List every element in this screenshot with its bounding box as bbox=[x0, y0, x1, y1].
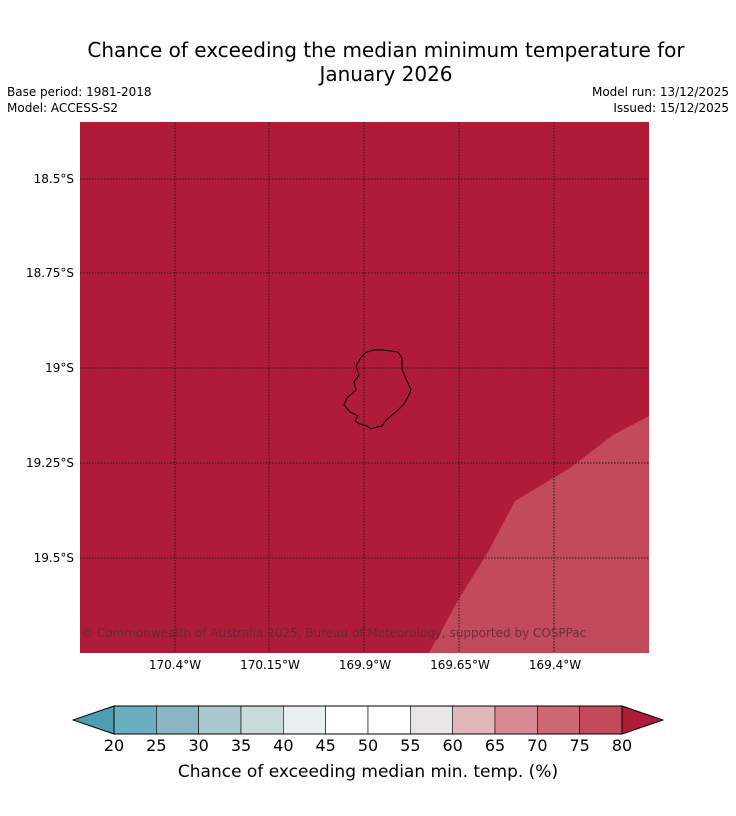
lat-label-5: 19.5°S bbox=[33, 551, 74, 565]
colorbar-label: Chance of exceeding median min. temp. (%… bbox=[177, 762, 559, 782]
colorbar-outline bbox=[113, 705, 623, 735]
colorbar-cell bbox=[537, 705, 580, 735]
probability-75-80-area bbox=[429, 416, 649, 653]
colorbar-cell bbox=[367, 705, 411, 735]
colorbar-cell bbox=[113, 705, 157, 735]
meta-left: Base period: 1981-2018 Model: ACCESS-S2 bbox=[7, 84, 152, 116]
colorbar-cell bbox=[283, 705, 326, 735]
colorbar-tick-label: 45 bbox=[315, 736, 336, 755]
colorbar-cell bbox=[452, 705, 496, 735]
island-coastline bbox=[343, 349, 412, 430]
base-period: Base period: 1981-2018 bbox=[7, 85, 152, 99]
lon-label-4: 169.65°W bbox=[430, 658, 490, 672]
lat-label-3: 19°S bbox=[45, 361, 74, 375]
lon-label-2: 170.15°W bbox=[240, 658, 300, 672]
model-run: Model run: 13/12/2025 bbox=[591, 85, 729, 99]
map-title-line2: January 2026 bbox=[319, 62, 453, 86]
colorbar-tick-label: 75 bbox=[569, 736, 590, 755]
colorbar-cell bbox=[579, 705, 623, 735]
colorbar-cell bbox=[198, 705, 242, 735]
graticule bbox=[80, 122, 649, 653]
colorbar-cell bbox=[410, 705, 453, 735]
map-svg bbox=[80, 122, 649, 653]
lon-label-3: 169.9°W bbox=[338, 658, 392, 672]
colorbar-tick-label: 80 bbox=[611, 736, 633, 755]
colorbar-cell bbox=[325, 705, 369, 735]
copyright-notice: © Commonwealth of Australia 2025, Bureau… bbox=[81, 626, 587, 640]
lon-label-5: 169.4°W bbox=[528, 658, 582, 672]
colorbar-tick-label: 20 bbox=[103, 736, 125, 755]
map-title-line1: Chance of exceeding the median minimum t… bbox=[87, 38, 685, 62]
colorbar-cells bbox=[72, 705, 664, 735]
lat-label-4: 19.25°S bbox=[26, 456, 74, 470]
colorbar-extend-high bbox=[621, 705, 664, 735]
colorbar-tick-label: 55 bbox=[400, 736, 421, 755]
lon-label-1: 170.4°W bbox=[148, 658, 202, 672]
colorbar-tick-label: 50 bbox=[357, 736, 379, 755]
colorbar-tick-label: 40 bbox=[273, 736, 294, 755]
colorbar bbox=[72, 705, 664, 735]
lat-label-2: 18.75°S bbox=[26, 266, 74, 280]
issued-date: Issued: 15/12/2025 bbox=[613, 101, 729, 115]
map-panel bbox=[80, 122, 649, 653]
model-name: Model: ACCESS-S2 bbox=[7, 101, 119, 115]
colorbar-tick-label: 30 bbox=[188, 736, 209, 755]
colorbar-tick-label: 35 bbox=[230, 736, 252, 755]
colorbar-tick-label: 60 bbox=[442, 736, 463, 755]
colorbar-extend-low bbox=[72, 705, 115, 735]
colorbar-tick-label: 25 bbox=[146, 736, 167, 755]
colorbar-cell bbox=[494, 705, 538, 735]
meta-right: Model run: 13/12/2025 Issued: 15/12/2025 bbox=[592, 84, 729, 116]
colorbar-cell bbox=[156, 705, 199, 735]
colorbar-cell bbox=[240, 705, 284, 735]
map-title: Chance of exceeding the median minimum t… bbox=[0, 38, 736, 86]
lat-label-1: 18.5°S bbox=[33, 172, 74, 186]
colorbar-tick-label: 70 bbox=[527, 736, 548, 755]
colorbar-tick-label: 65 bbox=[484, 736, 506, 755]
